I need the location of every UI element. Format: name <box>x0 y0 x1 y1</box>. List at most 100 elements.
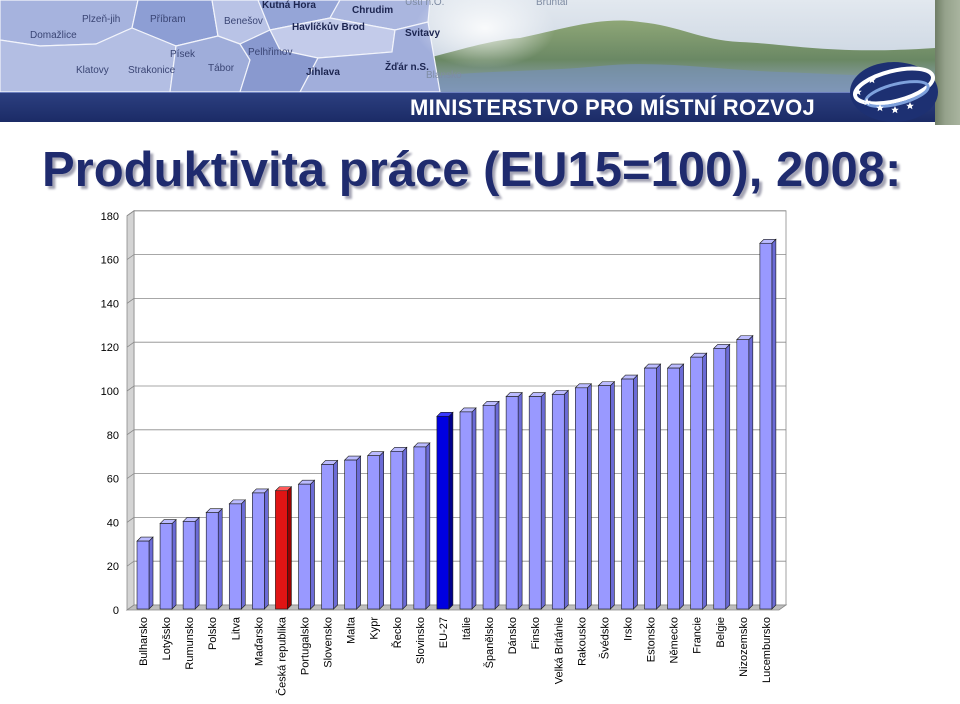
bar-front-face <box>321 464 334 610</box>
bar-litva <box>228 499 247 610</box>
x-tick-label: Itálie <box>461 617 473 640</box>
bar-malta <box>343 455 362 610</box>
map-label: Žďár n.S. <box>385 62 429 73</box>
ministry-logo-stars-icon <box>850 62 938 122</box>
bar-side-face <box>217 507 223 610</box>
bar-side-face <box>287 486 292 610</box>
bar-portugalsko <box>297 479 316 610</box>
map-label: Plzeň-jih <box>82 14 121 25</box>
bar-front-face <box>736 339 750 610</box>
bar-front-face <box>252 492 265 610</box>
bar-slovinsko <box>413 442 431 610</box>
x-tick-label: Španělsko <box>483 617 496 668</box>
gridline <box>126 473 786 479</box>
x-tick-label: Irsko <box>622 617 634 641</box>
x-tick-label: Lotyšsko <box>161 617 173 660</box>
x-tick-label: Rakousko <box>576 617 588 666</box>
y-tick-label: 80 <box>107 430 119 442</box>
y-tick-label: 0 <box>113 605 119 617</box>
gridline <box>126 429 786 436</box>
bar-svedsko <box>597 380 616 610</box>
x-tick-label: Francie <box>692 617 704 654</box>
bar-francie <box>689 352 708 610</box>
map-label: Tábor <box>208 63 235 74</box>
bar-side-face <box>240 499 246 610</box>
gridline <box>126 517 786 523</box>
x-tick-label: Česká republika <box>275 616 288 696</box>
map-district <box>0 27 177 92</box>
map-background <box>0 0 935 92</box>
bar-estonsko <box>643 363 662 610</box>
bar-front-face <box>159 523 173 610</box>
x-tick-label: EU-27 <box>438 617 450 648</box>
bar-side-face <box>587 383 592 610</box>
x-tick-label: Velká Británie <box>553 617 565 684</box>
header-banner: Kutná Hora Chrudim Plzeň-jih Příbram Ben… <box>0 0 935 92</box>
bar-side-face <box>610 380 615 610</box>
bar-side-face <box>702 352 707 610</box>
x-tick-label: Belgie <box>715 617 727 648</box>
bar-front-face <box>505 396 519 610</box>
bar-front-face <box>575 387 588 610</box>
y-tick-label: 20 <box>107 561 119 573</box>
bar-side-face <box>402 446 408 610</box>
bar-side-face <box>425 442 431 610</box>
logo-swoosh <box>853 66 935 106</box>
bar-nizozemsko <box>736 334 754 610</box>
map-label: Ústí n.O. <box>405 0 445 8</box>
map-label: Bruntál <box>536 0 568 8</box>
bar-front-face <box>413 446 427 610</box>
map-label: Pelhřimov <box>248 47 293 58</box>
y-tick-label: 60 <box>107 474 119 486</box>
map-label: Chrudim <box>352 5 394 16</box>
bar-front-face <box>528 396 542 610</box>
gridline <box>126 385 786 392</box>
bar-side-face <box>494 400 500 610</box>
bar-front-face <box>759 242 773 610</box>
x-tick-label: Bulharsko <box>138 617 150 666</box>
y-tick-label: 100 <box>101 386 119 398</box>
bar-front-face <box>298 483 311 610</box>
map-label: Benešov <box>224 16 263 27</box>
bar-irsko <box>620 374 639 610</box>
bar-front-face <box>621 378 634 610</box>
bar-spanelsko <box>482 400 500 610</box>
y-tick-label: 120 <box>101 342 119 354</box>
x-tick-label: Švédsko <box>598 617 611 659</box>
bar-side-face <box>194 516 200 610</box>
bar-kypr <box>366 450 385 610</box>
bar-front-face <box>436 415 450 610</box>
map-label: Jihlava <box>306 67 340 78</box>
y-tick-label: 40 <box>107 517 119 529</box>
bar-side-face <box>540 391 546 610</box>
bar-front-face <box>598 385 611 610</box>
bar-finsko <box>528 391 546 610</box>
gridline <box>126 560 786 567</box>
map-label: Klatovy <box>76 65 109 76</box>
map-label: Svitavy <box>405 28 441 39</box>
bar-italie <box>459 407 477 610</box>
x-tick-label: Finsko <box>530 617 542 649</box>
bar-side-face <box>656 363 661 610</box>
y-tick-label: 140 <box>101 298 119 310</box>
bar-front-face <box>182 521 196 610</box>
x-tick-label: Portugalsko <box>299 617 311 675</box>
bar-side-face <box>563 389 569 610</box>
bar-bulharsko <box>136 536 154 610</box>
bar-eu-27 <box>436 411 454 610</box>
x-tick-label: Maďarsko <box>253 617 265 666</box>
bar-front-face <box>136 540 150 610</box>
landscape-haze <box>415 0 555 68</box>
bar-side-face <box>517 391 523 610</box>
bar-front-face <box>667 367 680 610</box>
map-label: Domažlice <box>30 30 77 41</box>
bar-side-face <box>633 374 638 610</box>
x-tick-label: Estonsko <box>646 617 658 662</box>
map-label: Strakonice <box>128 65 176 76</box>
gridline <box>126 341 786 348</box>
bar-front-face <box>367 455 381 610</box>
x-tick-label: Řecko <box>391 617 404 648</box>
gridline <box>126 297 786 304</box>
